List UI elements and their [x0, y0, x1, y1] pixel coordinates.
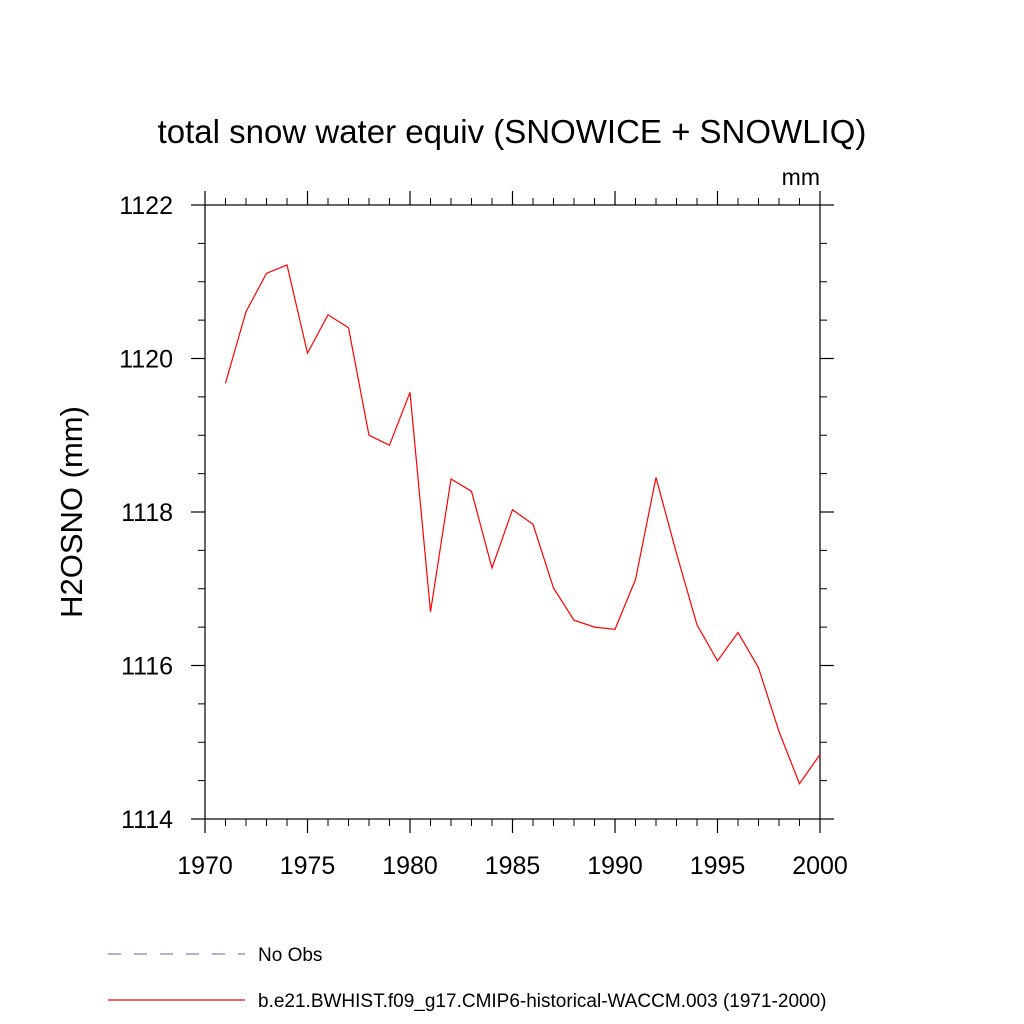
x-tick-label: 1970 — [177, 852, 233, 880]
y-tick-label: 1118 — [121, 499, 173, 527]
plot-frame — [204, 204, 821, 820]
series-layer — [224, 264, 821, 785]
y-axis-label: H2OSNO (mm) — [54, 406, 89, 618]
x-tick-label: 1990 — [587, 852, 643, 880]
y-tick-label: 1122 — [119, 192, 173, 220]
y-tick-label: 1114 — [121, 806, 173, 834]
units-label: mm — [782, 164, 820, 190]
x-tick-label: 1980 — [382, 852, 438, 880]
axis-ticks: 1970 1975 1980 1985 1990 1995 2000 1114 1116 1118… — [119, 191, 848, 880]
y-tick-label: 1116 — [121, 653, 173, 681]
x-tick-label: 1985 — [485, 852, 541, 880]
legend-label: No Obs — [258, 945, 322, 966]
y-tick-label: 1120 — [119, 346, 173, 374]
x-tick-label: 1975 — [280, 852, 336, 880]
series-line — [224, 264, 821, 785]
x-tick-label: 1995 — [690, 852, 746, 880]
legend-label: b.e21.BWHIST.f09_g17.CMIP6-historical-WA… — [258, 991, 826, 1012]
legend: No Obs b.e21.BWHIST.f09_g17.CMIP6-histori… — [108, 945, 826, 1012]
chart-title: total snow water equiv (SNOWICE + SNOWLI… — [158, 113, 867, 150]
x-tick-label: 2000 — [792, 852, 848, 880]
